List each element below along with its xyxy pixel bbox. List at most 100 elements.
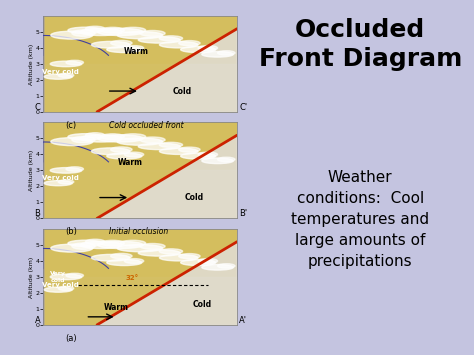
Ellipse shape bbox=[85, 239, 105, 244]
Text: (a): (a) bbox=[65, 334, 77, 343]
Ellipse shape bbox=[50, 274, 82, 280]
Y-axis label: Altitude (km): Altitude (km) bbox=[29, 43, 34, 84]
Ellipse shape bbox=[218, 157, 235, 162]
Ellipse shape bbox=[44, 287, 72, 292]
Text: Initial occlusion: Initial occlusion bbox=[109, 227, 168, 236]
Text: Very: Very bbox=[50, 271, 66, 276]
Text: Very cold: Very cold bbox=[42, 175, 79, 181]
Text: Cold: Cold bbox=[185, 193, 204, 202]
Ellipse shape bbox=[101, 134, 124, 140]
Ellipse shape bbox=[124, 152, 144, 157]
Ellipse shape bbox=[80, 28, 122, 36]
Ellipse shape bbox=[138, 143, 180, 150]
Text: B: B bbox=[35, 209, 40, 218]
Text: Cold: Cold bbox=[192, 300, 211, 308]
Ellipse shape bbox=[66, 167, 83, 171]
Polygon shape bbox=[43, 122, 237, 218]
Ellipse shape bbox=[66, 60, 83, 65]
Ellipse shape bbox=[140, 244, 165, 249]
Ellipse shape bbox=[68, 27, 103, 33]
Ellipse shape bbox=[91, 148, 130, 154]
Text: Occluded
Front Diagram: Occluded Front Diagram bbox=[258, 18, 462, 71]
Ellipse shape bbox=[101, 240, 124, 246]
Ellipse shape bbox=[110, 147, 132, 152]
Ellipse shape bbox=[107, 47, 142, 53]
Ellipse shape bbox=[120, 240, 146, 246]
Ellipse shape bbox=[58, 286, 74, 290]
Text: A': A' bbox=[239, 316, 247, 325]
Ellipse shape bbox=[202, 158, 233, 164]
Polygon shape bbox=[97, 29, 237, 112]
Ellipse shape bbox=[72, 30, 95, 36]
Ellipse shape bbox=[181, 153, 216, 159]
Ellipse shape bbox=[202, 264, 233, 270]
Text: Weather
conditions:  Cool
temperatures and
large amounts of
precipitations: Weather conditions: Cool temperatures an… bbox=[291, 170, 429, 269]
Ellipse shape bbox=[159, 148, 198, 154]
Ellipse shape bbox=[117, 32, 163, 39]
Ellipse shape bbox=[179, 147, 200, 152]
Ellipse shape bbox=[50, 61, 82, 67]
Ellipse shape bbox=[159, 36, 182, 41]
Ellipse shape bbox=[124, 258, 144, 263]
Text: Cold: Cold bbox=[173, 87, 192, 95]
Text: Warm: Warm bbox=[123, 47, 148, 56]
Text: Warm: Warm bbox=[118, 158, 143, 167]
Ellipse shape bbox=[107, 153, 142, 159]
Ellipse shape bbox=[85, 133, 105, 138]
Ellipse shape bbox=[80, 135, 122, 142]
Ellipse shape bbox=[72, 243, 95, 249]
Ellipse shape bbox=[198, 258, 218, 263]
Ellipse shape bbox=[120, 27, 146, 33]
Ellipse shape bbox=[218, 264, 235, 268]
Ellipse shape bbox=[72, 136, 95, 143]
Text: cold: cold bbox=[51, 278, 65, 283]
Ellipse shape bbox=[51, 138, 93, 146]
Y-axis label: Altitude (km): Altitude (km) bbox=[29, 150, 34, 191]
Ellipse shape bbox=[140, 137, 165, 143]
Ellipse shape bbox=[51, 244, 93, 252]
Ellipse shape bbox=[58, 180, 74, 184]
Ellipse shape bbox=[68, 134, 103, 140]
Polygon shape bbox=[43, 229, 237, 325]
Ellipse shape bbox=[124, 45, 144, 50]
Ellipse shape bbox=[138, 37, 180, 43]
Ellipse shape bbox=[98, 241, 143, 248]
Ellipse shape bbox=[179, 40, 200, 46]
Text: C': C' bbox=[239, 103, 247, 112]
Ellipse shape bbox=[101, 27, 124, 33]
Ellipse shape bbox=[140, 31, 165, 36]
Ellipse shape bbox=[218, 51, 235, 55]
Ellipse shape bbox=[44, 181, 72, 186]
Text: (b): (b) bbox=[65, 227, 77, 236]
Ellipse shape bbox=[117, 245, 163, 252]
Ellipse shape bbox=[91, 255, 130, 261]
Polygon shape bbox=[97, 242, 237, 325]
Text: B': B' bbox=[239, 209, 247, 218]
Ellipse shape bbox=[50, 168, 82, 173]
Text: A: A bbox=[35, 316, 40, 325]
Ellipse shape bbox=[107, 260, 142, 266]
Text: Very cold: Very cold bbox=[42, 69, 79, 75]
Ellipse shape bbox=[198, 152, 218, 157]
Ellipse shape bbox=[117, 138, 163, 145]
Polygon shape bbox=[43, 16, 237, 112]
Text: Warm: Warm bbox=[104, 303, 129, 312]
Ellipse shape bbox=[44, 74, 72, 79]
Ellipse shape bbox=[181, 260, 216, 266]
Text: Cold occluded front: Cold occluded front bbox=[109, 121, 183, 130]
Ellipse shape bbox=[110, 40, 132, 46]
Ellipse shape bbox=[159, 42, 198, 48]
Ellipse shape bbox=[159, 142, 182, 147]
Ellipse shape bbox=[66, 273, 83, 278]
Ellipse shape bbox=[98, 28, 143, 36]
Text: C: C bbox=[35, 103, 40, 112]
Ellipse shape bbox=[198, 45, 218, 50]
Ellipse shape bbox=[159, 255, 198, 261]
Ellipse shape bbox=[51, 31, 93, 39]
Text: (c): (c) bbox=[65, 121, 77, 130]
Polygon shape bbox=[97, 135, 237, 218]
Ellipse shape bbox=[120, 134, 146, 140]
Ellipse shape bbox=[181, 47, 216, 53]
Ellipse shape bbox=[80, 241, 122, 248]
Ellipse shape bbox=[68, 240, 103, 246]
